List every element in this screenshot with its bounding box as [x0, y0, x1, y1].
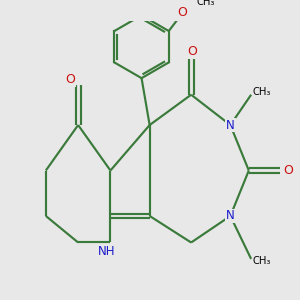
- Text: O: O: [65, 73, 75, 86]
- Text: O: O: [284, 164, 293, 177]
- Text: N: N: [226, 118, 235, 131]
- Text: O: O: [187, 45, 197, 58]
- Text: CH₃: CH₃: [252, 256, 271, 266]
- Text: CH₃: CH₃: [252, 87, 271, 97]
- Text: CH₃: CH₃: [196, 0, 215, 7]
- Text: N: N: [226, 209, 235, 223]
- Text: NH: NH: [98, 245, 115, 258]
- Text: O: O: [177, 6, 187, 20]
